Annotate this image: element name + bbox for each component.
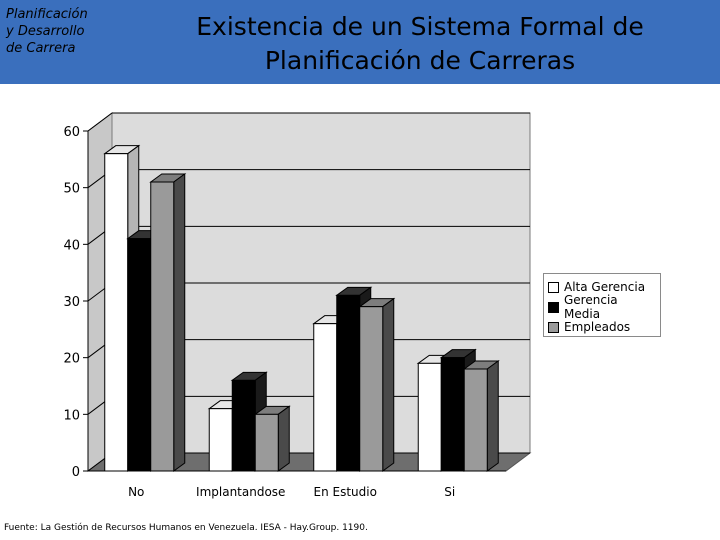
y-tick-label: 0 [72, 465, 80, 480]
gridline-side [87, 112, 113, 132]
legend-swatch [548, 281, 559, 293]
bar [150, 181, 175, 472]
bar [463, 368, 488, 472]
x-tick-label: No [128, 485, 144, 499]
y-tick-label: 20 [63, 352, 80, 367]
legend-item-alta-gerencia: Alta Gerencia [548, 277, 656, 297]
legend-label: Alta Gerencia [564, 280, 646, 294]
bar-side [173, 173, 186, 472]
legend-item-gerencia-media: Gerencia Media [548, 293, 656, 321]
y-tick-label: 50 [63, 182, 80, 197]
bar [313, 323, 338, 472]
bar [127, 238, 152, 472]
x-tick-label: Implantandose [196, 485, 285, 499]
bar [359, 306, 384, 472]
y-tick-label: 60 [63, 125, 80, 140]
source-note: Fuente: La Gestión de Recursos Humanos e… [4, 523, 368, 533]
y-tick-label: 30 [63, 295, 80, 310]
legend-label: Gerencia Media [564, 293, 618, 321]
bar [440, 357, 465, 472]
x-tick-label: En Estudio [314, 485, 377, 499]
bar [104, 153, 129, 472]
header-band: Planificación y Desarrollo de Carrera Ex… [0, 0, 720, 84]
slide-title: Existencia de un Sistema Formal de Plani… [196, 12, 644, 75]
y-tick-label: 10 [63, 408, 80, 423]
bar-side [486, 360, 499, 472]
legend-swatch [548, 301, 559, 313]
legend-item-empleados: Empleados [548, 317, 656, 337]
bar [254, 413, 279, 472]
x-tick-label: Si [444, 485, 455, 499]
bar-chart: 0 10 20 30 40 50 60 No Implantandose En Estudio Si [63, 112, 532, 499]
bar-side [382, 297, 395, 472]
bar [231, 379, 256, 472]
y-tick-label: 40 [63, 238, 80, 253]
section-label: Planificación y Desarrollo de Carrera [6, 7, 88, 56]
bar-side [277, 405, 290, 472]
legend-swatch [548, 321, 559, 333]
legend-label: Empleados [564, 320, 631, 334]
bar [208, 408, 233, 472]
bar [336, 294, 361, 472]
chart-legend: Alta Gerencia Gerencia Media Empleados [543, 273, 661, 337]
bar [417, 362, 442, 472]
